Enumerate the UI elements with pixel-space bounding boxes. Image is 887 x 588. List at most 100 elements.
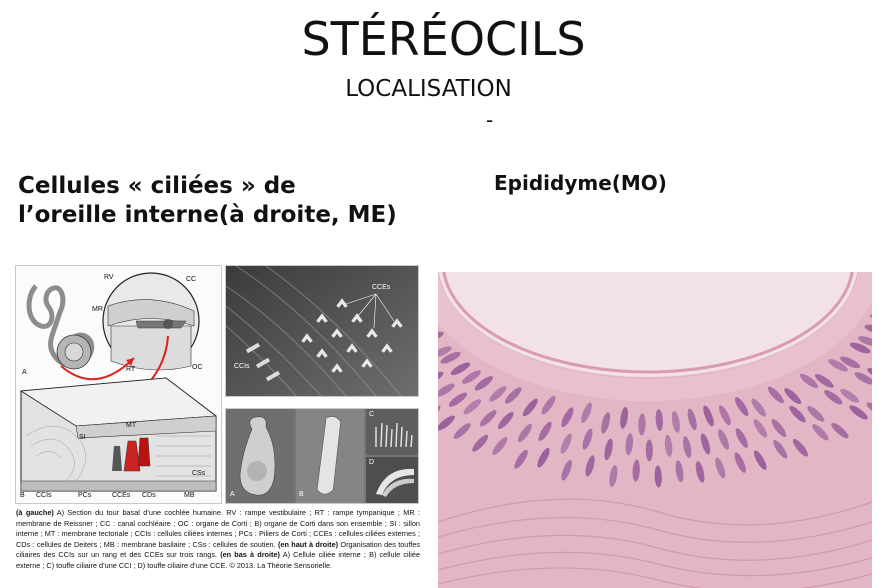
nucleus-mark bbox=[632, 459, 640, 482]
nucleus-mark bbox=[675, 460, 684, 483]
nucleus-mark bbox=[654, 465, 662, 488]
caption-top-right-text: Organisation des touffes ciliaires des C… bbox=[16, 539, 420, 560]
nucleus-mark bbox=[472, 434, 489, 452]
nucleus-mark bbox=[840, 388, 859, 403]
nucleus-mark bbox=[517, 423, 532, 443]
nucleus-mark bbox=[489, 386, 507, 402]
nucleus-mark bbox=[784, 388, 802, 405]
label-cds: CDs bbox=[142, 492, 156, 499]
label-si: SI bbox=[79, 434, 86, 441]
nucleus-mark bbox=[581, 402, 592, 424]
nucleus-mark bbox=[609, 465, 618, 487]
nucleus-mark bbox=[561, 407, 574, 428]
cochlea-diagram-icon bbox=[19, 272, 218, 492]
nucleus-mark bbox=[767, 386, 784, 404]
nucleus-mark bbox=[438, 383, 455, 397]
epididymis-micrograph bbox=[438, 272, 872, 588]
nucleus-mark bbox=[799, 373, 819, 389]
hair-cells-sem-bottom: A B C D bbox=[225, 408, 419, 504]
sem-label-b: B bbox=[299, 491, 304, 498]
nucleus-mark bbox=[734, 452, 746, 473]
nucleus-mark bbox=[438, 415, 455, 431]
epididymis-tissue-image bbox=[438, 272, 872, 588]
nucleus-mark bbox=[538, 421, 552, 441]
nucleus-mark bbox=[735, 397, 749, 417]
nucleus-mark bbox=[497, 411, 514, 429]
nucleus-mark bbox=[849, 405, 868, 420]
label-mt: MT bbox=[126, 422, 137, 429]
nucleus-mark bbox=[751, 398, 766, 417]
slide-title: STÉRÉOCILS bbox=[301, 12, 586, 66]
nucleus-mark bbox=[440, 351, 461, 364]
caption-bottom-right-tag: (en bas à droite) bbox=[220, 550, 280, 560]
nucleus-mark bbox=[664, 434, 673, 457]
label-a: A bbox=[22, 369, 27, 376]
sem-label-a: A bbox=[230, 491, 235, 498]
label-oc: OC bbox=[192, 364, 203, 371]
nucleus-mark bbox=[585, 455, 595, 477]
label-mb: MB bbox=[184, 492, 195, 499]
caption-left-text: A) Section du tour basal d’une cochlée h… bbox=[16, 508, 420, 549]
nucleus-mark bbox=[753, 418, 768, 438]
nucleus-mark bbox=[604, 438, 613, 461]
nucleus-mark bbox=[700, 433, 711, 455]
nucleus-mark bbox=[789, 405, 806, 423]
left-heading: Cellules « ciliées » de l’oreille intern… bbox=[18, 173, 397, 228]
nucleus-mark bbox=[771, 419, 787, 438]
label-rv: RV bbox=[104, 274, 114, 281]
nucleus-mark bbox=[812, 424, 829, 441]
nucleus-mark bbox=[671, 411, 680, 433]
nucleus-mark bbox=[522, 398, 538, 417]
nucleus-mark bbox=[638, 413, 646, 436]
right-heading: Epididyme(MO) bbox=[494, 171, 667, 195]
label-rt: RT bbox=[126, 366, 136, 373]
nucleus-mark bbox=[582, 428, 593, 450]
label-ccis: CCIs bbox=[36, 492, 52, 499]
nucleus-mark bbox=[601, 412, 611, 434]
label-pcs: PCs bbox=[78, 492, 92, 499]
hair-bundles-sem-icon bbox=[226, 266, 418, 396]
label-css: CSs bbox=[192, 470, 206, 477]
label-cces: CCEs bbox=[112, 492, 131, 499]
nucleus-mark bbox=[438, 371, 444, 385]
nucleus-mark bbox=[683, 436, 692, 458]
nucleus-mark bbox=[735, 428, 748, 448]
nucleus-mark bbox=[461, 370, 481, 384]
nucleus-mark bbox=[438, 346, 452, 358]
nucleus-mark bbox=[448, 392, 468, 407]
nucleus-mark bbox=[695, 461, 705, 483]
nucleus-mark bbox=[645, 439, 653, 462]
nucleus-mark bbox=[625, 433, 634, 456]
nucleus-mark bbox=[450, 362, 471, 376]
nucleus-mark bbox=[479, 410, 497, 427]
nucleus-mark bbox=[687, 408, 697, 431]
nucleus-mark bbox=[831, 422, 849, 439]
label-cc: CC bbox=[186, 276, 197, 283]
nucleus-mark bbox=[719, 405, 731, 426]
nucleus-mark bbox=[753, 450, 767, 470]
nucleus-mark bbox=[792, 438, 808, 457]
nucleus-mark bbox=[453, 423, 471, 439]
stereocilia-sem-top: CCEs CCIs bbox=[225, 265, 419, 397]
label-b: B bbox=[20, 492, 25, 499]
sem-label-c: C bbox=[369, 411, 375, 418]
organ-of-corti-diagram-icon bbox=[19, 377, 218, 492]
nucleus-mark bbox=[854, 372, 872, 385]
slide-dash: - bbox=[486, 108, 494, 132]
nucleus-mark bbox=[474, 376, 493, 391]
nucleus-mark bbox=[807, 406, 825, 422]
slide-subtitle: LOCALISATION bbox=[345, 76, 512, 102]
nucleus-mark bbox=[505, 387, 522, 404]
nucleus-mark bbox=[655, 409, 663, 432]
nucleus-mark bbox=[438, 331, 444, 342]
hair-cells-sem-icon bbox=[226, 409, 418, 503]
nucleus-mark bbox=[620, 406, 629, 429]
nucleus-mark bbox=[814, 374, 834, 388]
nucleus-mark bbox=[840, 356, 861, 369]
nucleus-mark bbox=[561, 459, 572, 481]
nucleus-mark bbox=[866, 402, 872, 416]
nucleus-mark bbox=[824, 390, 843, 405]
caption-top-right-tag: (en haut à droite) bbox=[277, 539, 339, 549]
sem-label-d: D bbox=[369, 459, 375, 466]
cochlea-figure: RV CC MR RT OC A MT SI CSs B CCIs PCs CC… bbox=[15, 265, 222, 504]
